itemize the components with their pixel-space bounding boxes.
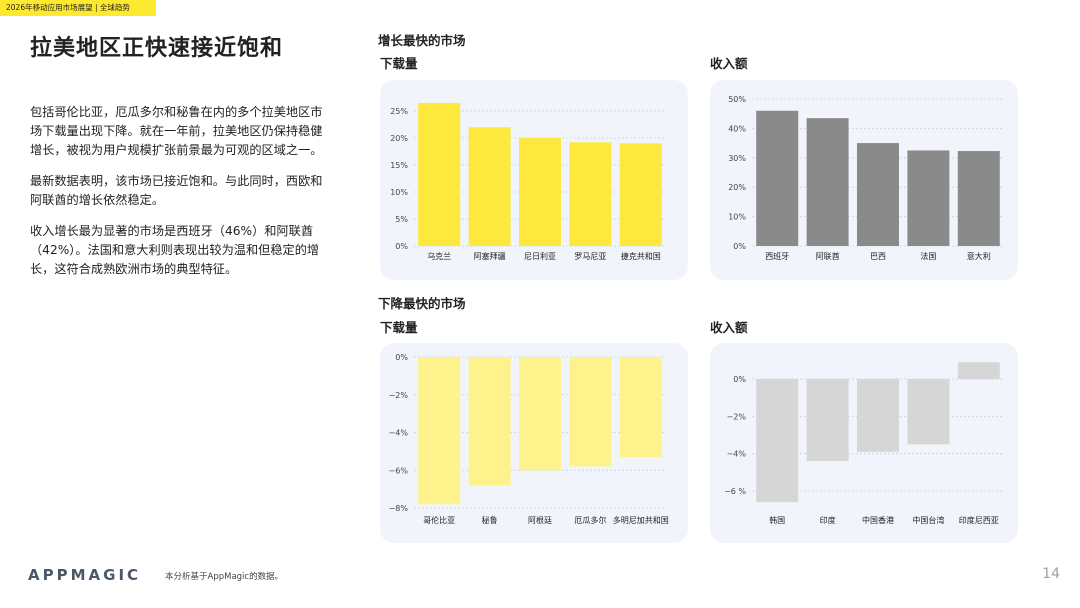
page-title: 拉美地区正快速接近饱和 [30, 36, 284, 61]
category-label: 哥伦比亚 [423, 515, 455, 525]
bar [756, 379, 799, 503]
category-label: 阿联酋 [816, 251, 840, 261]
bar [569, 142, 612, 246]
growth-downloads-title: 下载量 [380, 56, 418, 71]
category-label: 多明尼加共和国 [613, 515, 669, 525]
category-label: 中国台湾 [912, 515, 944, 525]
category-label: 厄瓜多尔 [574, 515, 606, 525]
y-tick-label: 10% [728, 213, 746, 222]
bar [418, 357, 461, 505]
growth-revenue-chart: 0% 10% 20% 30% 40% 50% 西班牙 阿联酋 巴西 法国 意大利 [710, 80, 1018, 280]
bar [569, 357, 612, 467]
y-tick-label: 0% [733, 375, 746, 384]
bar [907, 150, 950, 246]
bar [907, 379, 950, 445]
bar [756, 110, 799, 246]
y-tick-label: 5% [395, 215, 408, 224]
category-label: 韩国 [769, 515, 785, 525]
y-tick-label: 10% [390, 188, 408, 197]
y-tick-label: −8% [389, 504, 409, 513]
y-tick-label: 20% [390, 134, 408, 143]
paragraph-1: 包括哥伦比亚，厄瓜多尔和秘鲁在内的多个拉美地区市场下载量出现下降。就在一年前，拉… [30, 105, 323, 157]
bar [857, 143, 899, 246]
report-tag: 2026年移动应用市场展望 | 全球趋势 [0, 0, 156, 16]
y-tick-label: 50% [728, 95, 746, 104]
decline-downloads-svg: 0% −2% −4% −6% −8% 哥伦比亚 秘鲁 阿根廷 厄瓜多尔 多明尼加共和国 [389, 353, 669, 525]
y-tick-label: 0% [395, 353, 408, 362]
y-tick-label: −2% [727, 412, 747, 421]
y-tick-label: 0% [395, 242, 408, 251]
bar [619, 357, 662, 458]
category-label: 尼日利亚 [524, 251, 556, 261]
bar [418, 102, 461, 247]
category-label: 阿塞拜疆 [474, 251, 506, 261]
y-tick-label: −6% [389, 466, 409, 475]
decline-revenue-svg: 0% −2% −4% −6 % 韩国 印度 中国香港 中国台湾 印度尼西亚 [724, 362, 1004, 525]
y-tick-label: −4% [389, 429, 409, 438]
growth-downloads-chart: 0% 5% 10% 15% 20% 25% 乌克兰 阿塞拜疆 尼日利亚 罗马尼亚 捷克共和国 [380, 80, 688, 280]
growth-downloads-svg: 0% 5% 10% 15% 20% 25% 乌克兰 阿塞拜疆 尼日利亚 罗马尼亚 捷克共和国 [390, 102, 666, 261]
bar [857, 379, 899, 452]
decline-downloads-chart: 0% −2% −4% −6% −8% 哥伦比亚 秘鲁 阿根廷 厄瓜多尔 多明尼加共和国 [380, 343, 688, 543]
category-label: 阿根廷 [528, 515, 552, 525]
category-label: 印度 [820, 515, 836, 525]
bar [468, 357, 511, 486]
growth-section-title: 增长最快的市场 [378, 33, 466, 48]
bar [806, 379, 849, 462]
decline-downloads-title: 下载量 [380, 320, 418, 335]
decline-revenue-title: 收入额 [710, 320, 748, 335]
y-tick-label: −6 % [724, 487, 746, 496]
category-label: 捷克共和国 [621, 251, 661, 261]
category-label: 巴西 [870, 252, 886, 261]
footer-note: 本分析基于AppMagic的数据。 [165, 572, 284, 582]
category-label: 乌克兰 [427, 251, 451, 261]
bar [619, 143, 662, 246]
decline-section-title: 下降最快的市场 [378, 296, 466, 311]
bar [806, 118, 849, 246]
category-label: 印度尼西亚 [959, 515, 999, 525]
y-tick-label: −2% [389, 391, 409, 400]
bar [519, 138, 561, 246]
category-label: 秘鲁 [482, 515, 498, 525]
y-tick-label: 25% [390, 107, 408, 116]
y-tick-label: 15% [390, 161, 408, 170]
category-label: 西班牙 [765, 251, 789, 261]
bar [519, 357, 561, 471]
bar [957, 151, 1000, 246]
body-text: 包括哥伦比亚，厄瓜多尔和秘鲁在内的多个拉美地区市场下载量出现下降。就在一年前，拉… [30, 103, 330, 291]
category-label: 罗马尼亚 [574, 252, 606, 261]
category-label: 意大利 [967, 251, 991, 261]
growth-revenue-title: 收入额 [710, 56, 748, 71]
y-tick-label: −4% [727, 450, 747, 459]
bar [468, 127, 511, 246]
paragraph-2: 最新数据表明，该市场已接近饱和。与此同时，西欧和阿联酋的增长依然稳定。 [30, 174, 323, 207]
decline-revenue-chart: 0% −2% −4% −6 % 韩国 印度 中国香港 中国台湾 印度尼西亚 [710, 343, 1018, 543]
category-label: 法国 [920, 251, 936, 261]
page-number: 14 [1042, 566, 1060, 582]
y-tick-label: 20% [728, 183, 746, 192]
appmagic-logo: APPMAGIC [28, 566, 142, 584]
paragraph-3: 收入增长最为显著的市场是西班牙（46%）和阿联酋（42%）。法国和意大利则表现出… [30, 224, 320, 276]
growth-revenue-svg: 0% 10% 20% 30% 40% 50% 西班牙 阿联酋 巴西 法国 意大利 [728, 95, 1004, 261]
bar [957, 362, 1000, 379]
y-tick-label: 0% [733, 242, 746, 251]
y-tick-label: 30% [728, 154, 746, 163]
category-label: 中国香港 [862, 515, 894, 525]
y-tick-label: 40% [728, 124, 746, 133]
